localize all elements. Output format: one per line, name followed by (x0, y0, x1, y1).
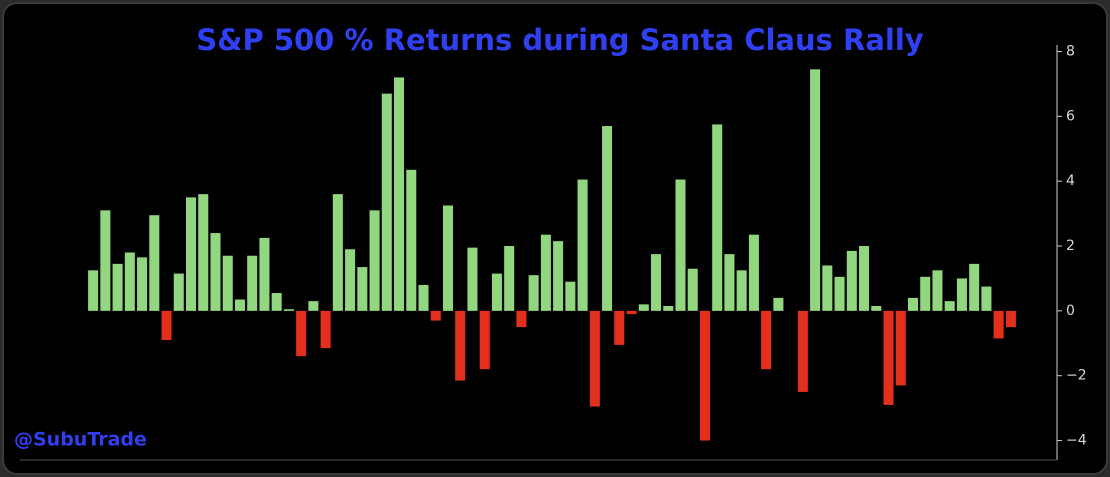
bar (124, 252, 135, 311)
bar (137, 257, 148, 311)
bar (357, 267, 368, 311)
bar (540, 234, 551, 311)
bar (650, 254, 662, 311)
bar (871, 305, 882, 311)
bar (516, 310, 527, 328)
bar (602, 126, 613, 311)
bar (271, 293, 282, 311)
bar (467, 247, 478, 311)
bar (332, 194, 343, 311)
bar (161, 310, 172, 341)
bar (626, 310, 637, 315)
bar (822, 265, 833, 311)
bar (455, 310, 466, 381)
bar (712, 124, 723, 311)
bar (675, 179, 686, 311)
bar (308, 301, 319, 311)
bar (614, 310, 625, 345)
bar (185, 197, 197, 311)
bar (724, 254, 735, 311)
bar (112, 263, 123, 311)
bar (259, 237, 270, 311)
bar (748, 234, 759, 311)
bar (773, 297, 784, 311)
y-tick-label: 2 (1066, 238, 1075, 254)
bar (198, 194, 209, 311)
bar (504, 246, 515, 311)
bar (810, 69, 821, 311)
bar (761, 310, 772, 370)
bar (430, 310, 441, 321)
bar (577, 179, 588, 311)
bar (663, 305, 674, 311)
bar (173, 273, 184, 311)
bar (442, 205, 454, 311)
bar (932, 270, 943, 311)
bar (981, 286, 992, 311)
bar (883, 310, 894, 405)
bar (320, 310, 331, 349)
y-tick-label: 6 (1066, 108, 1075, 124)
bar (638, 304, 649, 311)
bar (234, 299, 245, 311)
bar (956, 278, 967, 311)
bar (528, 275, 539, 311)
bar (589, 310, 600, 407)
bar (381, 93, 392, 311)
bar (100, 210, 111, 311)
bar (944, 301, 955, 311)
bar (149, 215, 160, 311)
bar (247, 255, 258, 311)
bar (797, 310, 808, 392)
chart-title: S&P 500 % Returns during Santa Claus Ral… (196, 23, 923, 57)
y-tick-label: 0 (1066, 303, 1075, 319)
bar (406, 169, 417, 311)
bar (283, 309, 294, 311)
y-tick-label: −2 (1066, 368, 1087, 384)
bar (88, 270, 99, 311)
bar (296, 310, 307, 357)
bar (834, 276, 845, 311)
bar (222, 255, 233, 311)
bar (687, 268, 698, 311)
bar (699, 310, 710, 441)
bar (418, 284, 429, 311)
bar (895, 310, 906, 386)
bar (993, 310, 1004, 339)
y-tick-label: 8 (1066, 43, 1075, 59)
bar (920, 276, 931, 311)
bar (345, 249, 356, 311)
bar (736, 270, 747, 311)
bar (394, 77, 405, 311)
bar (859, 246, 870, 311)
bar (969, 263, 980, 311)
bar (907, 297, 919, 311)
y-tick-label: −4 (1066, 433, 1087, 449)
y-tick-label: 4 (1066, 173, 1075, 189)
bar (1005, 310, 1016, 328)
watermark: @SubuTrade (14, 429, 147, 451)
bar (553, 241, 564, 311)
bar (491, 273, 502, 311)
bar (369, 210, 380, 311)
bar (210, 233, 221, 311)
bar (479, 310, 490, 370)
bar (565, 281, 576, 311)
bar (846, 250, 857, 311)
